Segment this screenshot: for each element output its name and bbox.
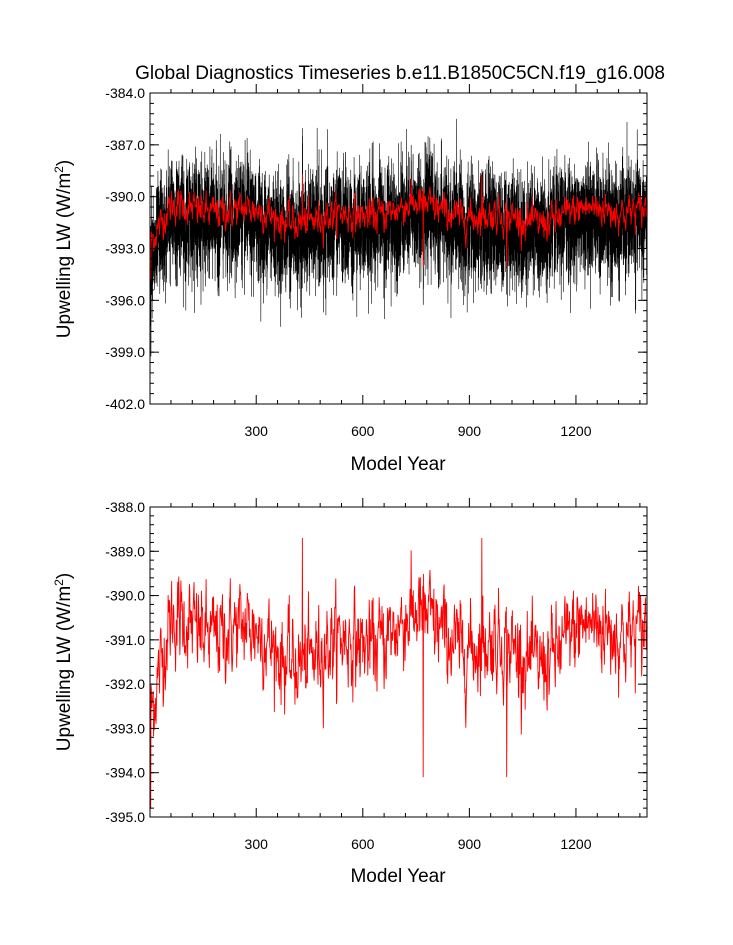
y-axis-label-top: Upwelling LW (W/m2) — [52, 160, 75, 338]
x-tick-label: 300 — [245, 836, 269, 852]
series-line-annual — [149, 537, 648, 809]
x-tick-label: 1200 — [560, 423, 591, 439]
y-tick-label: -392.0 — [105, 676, 145, 692]
y-tick-label: -395.0 — [105, 809, 145, 825]
x-tick-label: 600 — [351, 423, 375, 439]
y-tick-label: -384.0 — [105, 85, 145, 101]
chart-title: Global Diagnostics Timeseries b.e11.B185… — [135, 63, 665, 84]
y-tick-label: -393.0 — [105, 720, 145, 736]
y-tick-label: -393.0 — [105, 241, 145, 257]
x-axis-label-bottom: Model Year — [350, 866, 446, 887]
panel-bottom: 300 600 900 1200 -388.0 -389.0 -390.0 -391.0 -39… — [52, 498, 648, 887]
y-tick-label: -399.0 — [105, 344, 145, 360]
y-tick-label: -396.0 — [105, 292, 145, 308]
series-line-monthly — [149, 118, 648, 357]
y-axis-label-bottom: Upwelling LW (W/m2) — [52, 573, 75, 751]
y-tick-label: -388.0 — [105, 499, 145, 515]
y-tick-label: -390.0 — [105, 588, 145, 604]
y-tick-label: -391.0 — [105, 632, 145, 648]
y-tick-label: -387.0 — [105, 137, 145, 153]
x-tick-label: 1200 — [560, 836, 591, 852]
y-tick-label: -390.0 — [105, 189, 145, 205]
x-tick-label: 900 — [458, 836, 482, 852]
x-tick-label: 900 — [458, 423, 482, 439]
x-axis-label-top: Model Year — [350, 454, 446, 475]
x-tick-label: 600 — [351, 836, 375, 852]
x-tick-label: 300 — [245, 423, 269, 439]
panel-top: Global Diagnostics Timeseries b.e11.B185… — [52, 63, 665, 475]
series-line-annual — [149, 174, 648, 280]
plot-frame-bottom — [149, 506, 648, 818]
y-tick-label: -394.0 — [105, 765, 145, 781]
y-tick-label: -402.0 — [105, 396, 145, 412]
y-tick-label: -389.0 — [105, 543, 145, 559]
